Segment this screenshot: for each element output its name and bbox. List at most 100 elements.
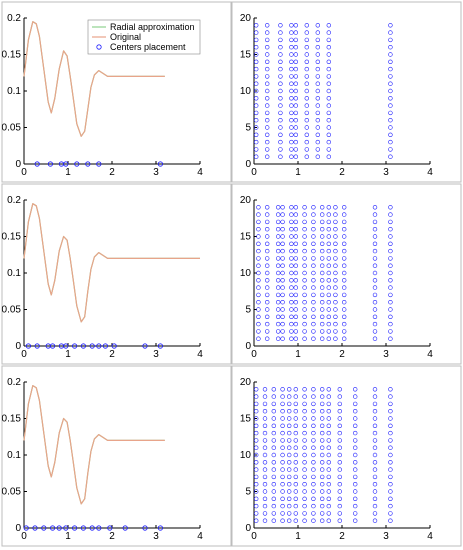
center-point: [320, 503, 325, 509]
center-point: [333, 212, 338, 217]
center-point: [254, 511, 259, 516]
center-point: [372, 278, 378, 283]
center-marker: [142, 343, 148, 349]
center-point: [326, 241, 331, 247]
center-point: [280, 482, 285, 487]
center-point: [293, 234, 298, 239]
center-point: [315, 66, 320, 72]
center-point: [256, 292, 261, 298]
center-marker: [157, 343, 163, 349]
center-point: [326, 438, 331, 443]
center-point: [287, 416, 292, 421]
center-point: [276, 270, 281, 276]
center-point: [280, 285, 285, 290]
center-point: [293, 30, 298, 35]
center-point: [289, 103, 294, 108]
center-point: [265, 336, 270, 341]
center-point: [254, 394, 259, 399]
center-point: [315, 37, 320, 43]
center-point: [337, 423, 342, 428]
center-point: [342, 241, 347, 247]
center-point: [289, 234, 294, 239]
center-point: [326, 110, 331, 116]
center-point: [254, 147, 259, 152]
center-point: [342, 234, 347, 239]
center-point: [388, 394, 393, 399]
center-point: [293, 300, 298, 305]
center-point: [311, 292, 316, 298]
center-point: [254, 81, 259, 86]
center-point: [388, 445, 393, 450]
center-point: [287, 518, 292, 523]
center-point: [372, 482, 378, 487]
center-marker: [157, 525, 163, 531]
center-point: [265, 321, 270, 327]
center-point: [333, 256, 338, 261]
center-point: [293, 219, 298, 225]
center-point: [265, 263, 270, 268]
center-point: [271, 452, 276, 458]
center-point: [302, 430, 307, 436]
center-point: [287, 467, 292, 472]
center-point: [372, 387, 378, 392]
center-point: [326, 278, 331, 283]
center-point: [388, 496, 393, 501]
center-point: [262, 489, 268, 494]
center-point: [265, 248, 270, 254]
center-point: [342, 321, 347, 327]
center-point: [293, 147, 298, 152]
x-tick-label: 1: [295, 167, 301, 178]
center-point: [302, 474, 307, 480]
center-point: [388, 212, 393, 217]
center-point: [256, 321, 261, 327]
y-tick-label: 0.1: [7, 268, 21, 279]
y-tick-label: 0.05: [2, 487, 22, 498]
center-point: [333, 321, 338, 327]
center-point: [280, 467, 285, 472]
center-point: [289, 336, 294, 341]
x-tick-label: 1: [295, 531, 301, 542]
center-point: [337, 452, 342, 458]
center-point: [304, 74, 309, 79]
center-point: [280, 270, 285, 276]
x-tick-label: 3: [153, 531, 159, 542]
center-point: [326, 467, 331, 472]
center-point: [337, 496, 342, 501]
center-point: [254, 460, 259, 465]
center-point: [315, 23, 320, 28]
center-point: [262, 423, 268, 428]
center-point: [388, 81, 393, 86]
center-point: [337, 482, 342, 487]
center-point: [262, 430, 268, 436]
center-point: [265, 103, 270, 108]
center-point: [372, 256, 378, 261]
center-point: [388, 474, 393, 480]
center-point: [278, 103, 283, 108]
legend-swatch-centers: [96, 44, 102, 50]
center-point: [353, 489, 358, 494]
center-point: [289, 52, 294, 57]
center-point: [315, 59, 320, 64]
center-point: [271, 482, 276, 487]
center-point: [388, 518, 393, 523]
center-point: [342, 227, 347, 232]
center-point: [388, 52, 393, 57]
center-point: [265, 52, 270, 57]
center-point: [293, 103, 298, 108]
y-tick-label: 10: [240, 86, 252, 97]
center-point: [320, 227, 325, 232]
center-point: [265, 81, 270, 86]
center-point: [276, 314, 281, 319]
center-point: [326, 59, 331, 64]
center-point: [289, 117, 294, 123]
center-point: [287, 452, 292, 458]
center-point: [289, 88, 294, 94]
center-point: [287, 438, 292, 443]
center-point: [276, 227, 281, 232]
center-point: [388, 467, 393, 472]
x-tick-label: 0: [251, 167, 257, 178]
center-point: [302, 423, 307, 428]
center-point: [353, 496, 358, 501]
center-point: [320, 212, 325, 217]
center-point: [326, 474, 331, 480]
